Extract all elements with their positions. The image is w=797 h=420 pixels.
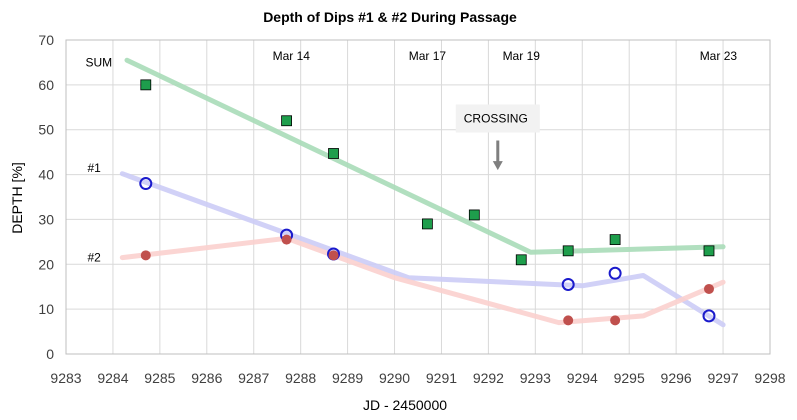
x-tick-label: 9296 — [661, 370, 692, 386]
x-tick-label: 9294 — [567, 370, 598, 386]
point-dip2 — [281, 234, 292, 245]
point-dip2 — [328, 250, 339, 261]
x-tick-label: 9292 — [473, 370, 504, 386]
crossing-annotation: CROSSING — [455, 104, 540, 171]
date-label: Mar 19 — [503, 49, 541, 63]
y-tick-labels: 0 10 20 30 40 50 60 70 — [38, 32, 54, 362]
trend-lines — [119, 57, 726, 328]
point-sum — [609, 234, 621, 246]
x-tick-label: 9289 — [332, 370, 363, 386]
trend-line-dip2 — [119, 235, 726, 326]
point-sum — [515, 254, 527, 266]
x-tick-label: 9288 — [285, 370, 316, 386]
date-labels: Mar 14 Mar 17 Mar 19 Mar 23 — [273, 49, 738, 63]
x-tick-label: 9297 — [707, 370, 738, 386]
data-points — [139, 79, 716, 326]
y-tick-label: 60 — [38, 77, 54, 93]
point-dip2 — [563, 315, 574, 326]
y-tick-label: 20 — [38, 256, 54, 272]
x-tick-label: 9295 — [614, 370, 645, 386]
x-tick-label: 9293 — [520, 370, 551, 386]
x-tick-labels: 9283 9284 9285 9286 9287 9288 9289 9290 9291 9292… — [50, 370, 785, 386]
crossing-box — [455, 104, 540, 133]
point-dip1 — [608, 266, 622, 280]
chart-title: Depth of Dips #1 & #2 During Passage — [263, 9, 517, 25]
x-tick-label: 9290 — [379, 370, 410, 386]
x-axis-label: JD - 2450000 — [363, 397, 447, 413]
point-sum — [468, 209, 480, 221]
x-tick-label: 9284 — [97, 370, 128, 386]
crossing-label: CROSSING — [464, 112, 528, 126]
trend-line-sum — [124, 57, 726, 255]
point-sum — [140, 79, 152, 91]
point-sum — [281, 115, 292, 127]
point-sum — [703, 245, 715, 257]
point-dip1 — [139, 177, 153, 191]
point-sum — [421, 218, 433, 230]
y-tick-label: 50 — [38, 122, 54, 138]
x-tick-label: 9287 — [238, 370, 269, 386]
series-label: SUM — [86, 55, 113, 69]
point-dip1 — [561, 277, 575, 291]
y-tick-label: 70 — [38, 32, 54, 48]
x-tick-label: 9286 — [191, 370, 222, 386]
date-label: Mar 14 — [273, 49, 311, 63]
point-dip2 — [610, 315, 621, 326]
y-tick-label: 0 — [46, 346, 54, 362]
point-dip2 — [703, 283, 714, 294]
series-label: #2 — [87, 251, 101, 265]
point-dip2 — [140, 250, 151, 261]
y-axis-label: DEPTH [%] — [9, 162, 25, 234]
point-sum — [328, 148, 339, 159]
point-dip1 — [702, 309, 716, 323]
crossing-arrow-head — [492, 161, 503, 171]
point-sum — [562, 245, 574, 257]
x-tick-label: 9283 — [50, 370, 81, 386]
date-label: Mar 23 — [700, 49, 738, 63]
x-tick-label: 9291 — [426, 370, 457, 386]
y-tick-label: 30 — [38, 211, 54, 227]
trend-line-dip1 — [119, 171, 726, 328]
y-tick-label: 10 — [38, 301, 54, 317]
plot-area — [65, 39, 771, 355]
date-label: Mar 17 — [409, 49, 447, 63]
series-label: #1 — [87, 161, 101, 175]
series-labels: SUM #1 #2 — [86, 55, 113, 264]
x-tick-label: 9285 — [144, 370, 175, 386]
x-tick-label: 9298 — [754, 370, 785, 386]
y-tick-label: 40 — [38, 167, 54, 183]
